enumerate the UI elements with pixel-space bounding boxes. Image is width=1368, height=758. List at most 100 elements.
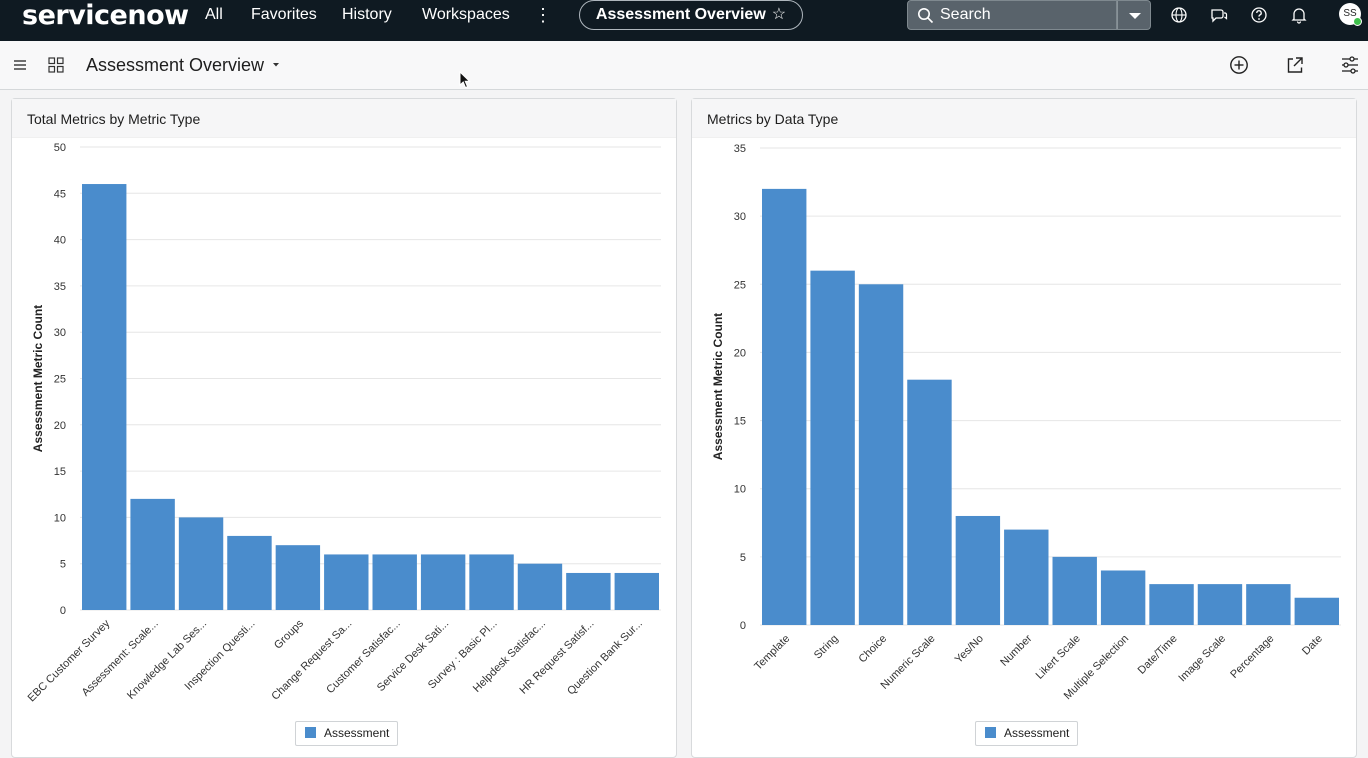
y-axis-label: Assessment Metric Count xyxy=(31,305,45,452)
add-circle-icon[interactable] xyxy=(1229,55,1249,75)
y-tick-label: 10 xyxy=(54,512,66,524)
favorite-star-icon[interactable]: ☆ xyxy=(771,6,787,23)
bar[interactable] xyxy=(1246,584,1291,625)
pill-title: Assessment Overview xyxy=(595,6,766,23)
y-tick-label: 30 xyxy=(734,211,746,223)
nav-all[interactable]: All xyxy=(205,6,223,23)
x-category-label: Image Scale xyxy=(1176,633,1228,685)
y-tick-label: 5 xyxy=(60,559,66,571)
bar[interactable] xyxy=(420,554,466,610)
chat-icon[interactable] xyxy=(1210,6,1228,24)
x-category-label: Date xyxy=(1300,633,1325,658)
legend-label: Assessment xyxy=(324,726,390,740)
bar[interactable] xyxy=(178,517,224,610)
nav-workspaces[interactable]: Workspaces xyxy=(422,6,510,23)
top-navigation-bar: servicenow All Favorites History Workspa… xyxy=(0,0,1368,41)
y-axis-label: Assessment Metric Count xyxy=(711,313,725,460)
y-tick-label: 25 xyxy=(54,374,66,386)
metric-type-bar-chart: 0 5 10 15 20 25 30 35 40 45 50 Assessment Metric Co… xyxy=(26,142,661,704)
page-title: Assessment Overview xyxy=(86,55,265,75)
bar[interactable] xyxy=(275,545,321,610)
notifications-bell-icon[interactable] xyxy=(1290,6,1308,24)
bar[interactable] xyxy=(810,270,855,625)
y-tick-label: 0 xyxy=(740,620,746,632)
presence-status-dot xyxy=(1353,17,1362,26)
bar[interactable] xyxy=(1197,584,1243,625)
x-category-label: Choice xyxy=(856,633,889,666)
y-tick-label: 15 xyxy=(734,416,746,428)
bar[interactable] xyxy=(517,563,563,610)
servicenow-logo[interactable]: servicenow xyxy=(22,0,189,31)
y-tick-label: 35 xyxy=(54,281,66,293)
y-tick-label: 20 xyxy=(734,347,746,359)
chart-panel-data-type: Metrics by Data Type 0 5 10 15 20 25 30 35 Asses… xyxy=(691,98,1357,758)
y-tick-label: 20 xyxy=(54,420,66,432)
x-category-label: String xyxy=(812,633,841,662)
bar[interactable] xyxy=(227,535,272,610)
bar[interactable] xyxy=(614,572,659,610)
dashboard-toolbar: Assessment Overview xyxy=(0,41,1368,90)
chevron-down-icon xyxy=(1129,13,1141,19)
bar[interactable] xyxy=(1100,570,1146,625)
y-tick-label: 30 xyxy=(54,327,66,339)
x-category-label: Number xyxy=(998,632,1034,668)
search-icon xyxy=(918,8,934,24)
share-export-icon[interactable] xyxy=(1285,55,1305,75)
chart-title: Metrics by Data Type xyxy=(707,111,839,127)
help-icon[interactable] xyxy=(1250,6,1268,24)
chart-title: Total Metrics by Metric Type xyxy=(27,111,201,127)
x-category-label: Date/Time xyxy=(1136,633,1180,677)
nav-history[interactable]: History xyxy=(342,6,392,23)
bar[interactable] xyxy=(955,515,1001,625)
user-avatar[interactable]: SS xyxy=(1339,3,1362,26)
bar[interactable] xyxy=(762,188,807,625)
y-tick-label: 40 xyxy=(54,235,66,247)
search-box[interactable]: Search xyxy=(907,0,1117,30)
y-tick-label: 45 xyxy=(54,188,66,200)
bar[interactable] xyxy=(566,572,611,610)
current-page-pill[interactable]: Assessment Overview ☆ xyxy=(579,0,803,30)
more-menu-icon[interactable]: ⋮ xyxy=(534,5,552,25)
caret-down-icon[interactable] xyxy=(271,61,281,69)
globe-icon[interactable] xyxy=(1170,6,1188,24)
mouse-cursor-icon xyxy=(459,71,471,89)
x-category-label: Groups xyxy=(272,617,306,651)
bar[interactable] xyxy=(1004,529,1049,625)
grid-view-icon[interactable] xyxy=(48,57,64,73)
y-tick-label: 10 xyxy=(734,484,746,496)
bar[interactable] xyxy=(1052,556,1097,625)
bar[interactable] xyxy=(372,554,417,610)
y-tick-label: 25 xyxy=(734,279,746,291)
y-tick-label: 0 xyxy=(60,605,66,617)
chart-legend[interactable]: Assessment xyxy=(295,721,399,746)
y-tick-label: 15 xyxy=(54,466,66,478)
bar[interactable] xyxy=(1149,584,1194,625)
avatar-initials: SS xyxy=(1343,8,1357,19)
search-scope-dropdown[interactable] xyxy=(1117,0,1151,30)
bar[interactable] xyxy=(324,554,369,610)
chart-legend[interactable]: Assessment xyxy=(975,721,1079,746)
filter-settings-icon[interactable] xyxy=(1340,55,1360,75)
bar[interactable] xyxy=(82,184,127,610)
x-category-label: Yes/No xyxy=(953,633,986,666)
nav-favorites[interactable]: Favorites xyxy=(251,6,317,23)
legend-label: Assessment xyxy=(1004,726,1070,740)
search-label: Search xyxy=(940,6,991,23)
bar[interactable] xyxy=(1294,597,1339,625)
legend-swatch xyxy=(305,727,316,738)
bar[interactable] xyxy=(858,284,904,625)
y-tick-label: 50 xyxy=(54,142,66,154)
bar[interactable] xyxy=(907,379,952,625)
bar[interactable] xyxy=(469,554,514,610)
data-type-bar-chart: 0 5 10 15 20 25 30 35 Assessment Metric Count Tem… xyxy=(711,143,1341,702)
x-category-label: Likert Scale xyxy=(1034,633,1083,682)
panel-header: Total Metrics by Metric Type xyxy=(12,99,676,138)
x-category-label: Change Request Sa... xyxy=(269,618,354,703)
panel-header: Metrics by Data Type xyxy=(692,99,1356,138)
y-tick-label: 35 xyxy=(734,143,746,155)
chart-panel-metric-type: Total Metrics by Metric Type 0 5 10 15 20 25 3… xyxy=(11,98,677,758)
hamburger-menu-icon[interactable] xyxy=(13,59,27,71)
x-category-label: Percentage xyxy=(1228,633,1276,681)
x-category-label: EBC Customer Survey xyxy=(26,617,113,704)
bar[interactable] xyxy=(130,498,175,610)
